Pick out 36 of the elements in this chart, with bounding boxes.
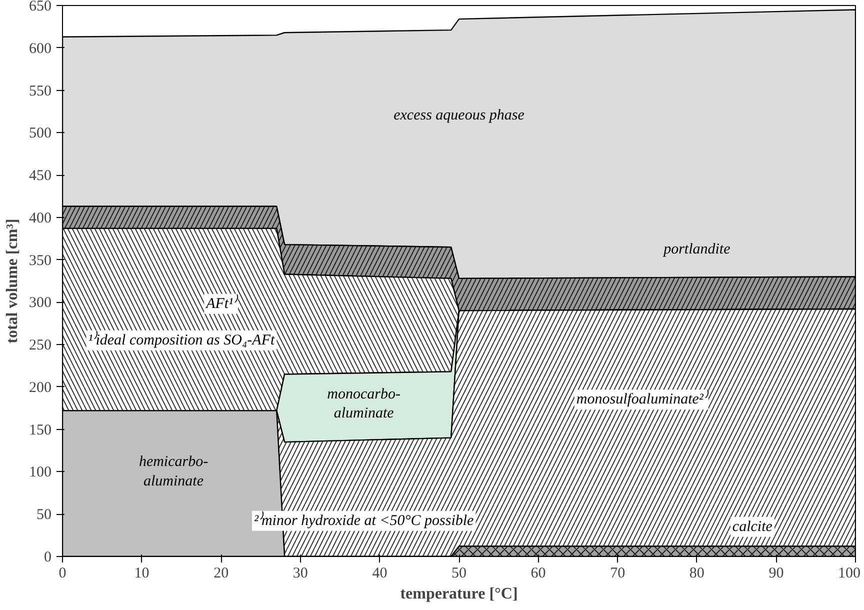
x-tick-label: 70: [610, 566, 626, 582]
y-tick-label: 650: [29, 0, 52, 14]
annotation: ²⁾minor hydroxide at <50°C possible: [254, 510, 474, 529]
x-tick-label: 50: [452, 566, 466, 582]
y-tick-label: 600: [29, 40, 52, 57]
x-tick-label: 30: [292, 566, 308, 582]
x-tick-label: 100: [838, 566, 860, 582]
y-tick-label: 0: [44, 550, 52, 566]
annotation: calcite: [732, 518, 773, 535]
y-axis-title: total volume [cm³]: [4, 218, 21, 344]
annotation: monosulfoaluminate²⁾: [576, 390, 710, 408]
x-tick-label: 20: [214, 566, 229, 582]
y-tick-label: 400: [29, 210, 52, 226]
y-tick-label: 450: [29, 168, 52, 184]
annotation: AFt¹⁾: [205, 294, 240, 312]
y-tick-label: 250: [29, 338, 52, 354]
x-tick-label: 0: [58, 566, 66, 582]
x-tick-label: 40: [372, 566, 388, 582]
annotation: portlandite: [662, 242, 731, 258]
y-tick-label: 50: [36, 507, 52, 524]
annotation: hemicarbo- aluminate: [138, 454, 208, 490]
x-tick-label: 10: [134, 566, 150, 582]
y-tick-label: 300: [29, 295, 52, 312]
x-tick-label: 60: [530, 566, 546, 582]
y-tick-label: 200: [29, 380, 52, 396]
y-tick-label: 350: [29, 252, 52, 269]
y-tick-label: 500: [29, 126, 52, 142]
annotation: monocarbo- aluminate: [327, 386, 401, 422]
annotation: ¹⁾ideal composition as SO₄-AFt: [88, 330, 276, 348]
y-tick-label: 550: [29, 83, 52, 100]
x-tick-label: 90: [768, 566, 784, 582]
y-tick-label: 150: [29, 422, 52, 438]
y-tick-label: 100: [29, 464, 52, 481]
annotation: excess aqueous phase: [394, 108, 525, 124]
x-tick-label: 80: [689, 566, 704, 582]
x-axis-title: temperature [°C]: [400, 586, 518, 602]
